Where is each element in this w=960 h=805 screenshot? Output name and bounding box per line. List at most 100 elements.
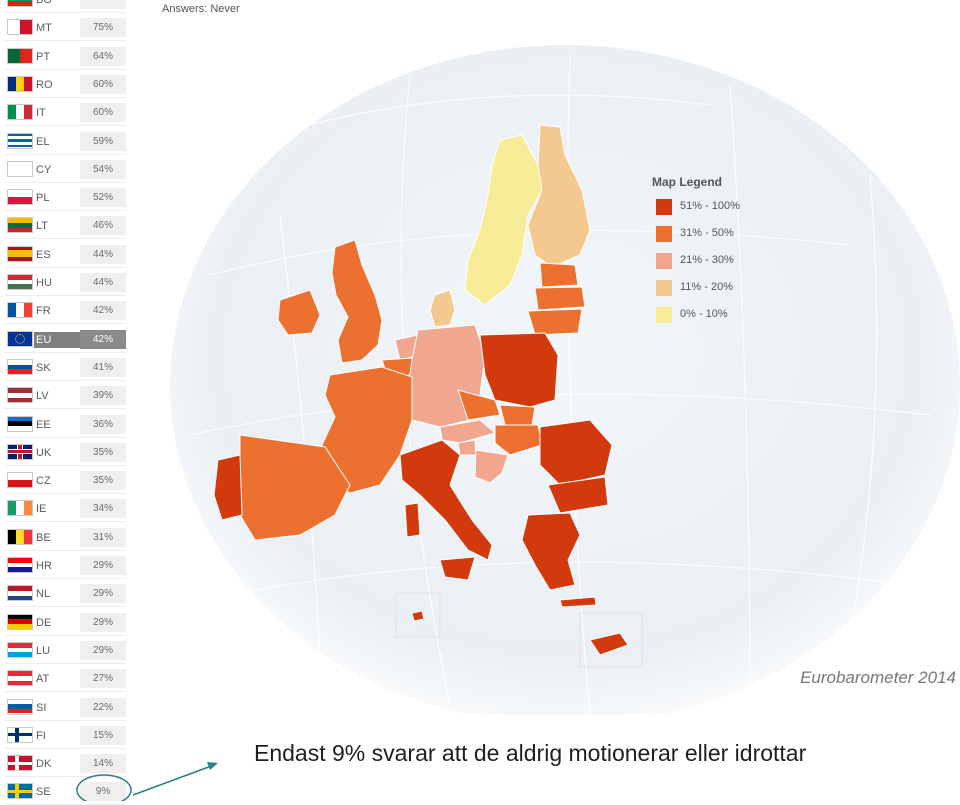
country-row-fr: FR 42%	[4, 297, 126, 321]
row-separator	[4, 323, 126, 325]
flag-icon-hr	[8, 558, 32, 572]
country-row-bg: BG	[4, 0, 126, 10]
country-row-pl: PL 52%	[4, 184, 126, 208]
country-value	[80, 0, 126, 9]
country-row-el: EL 59%	[4, 128, 126, 152]
country-shape-bg	[547, 476, 609, 514]
country-value: 29%	[80, 556, 126, 575]
country-shape-lv	[534, 286, 586, 311]
country-value: 9%	[80, 782, 126, 802]
flag-icon-eu	[8, 331, 32, 346]
legend-item: 0% - 10%	[652, 303, 772, 330]
row-separator	[4, 12, 126, 13]
row-separator	[4, 266, 126, 268]
country-row-fi: FI 15%	[4, 722, 126, 746]
se-highlight-ellipse	[76, 774, 132, 801]
row-separator	[4, 578, 126, 579]
country-code: PL	[36, 192, 50, 205]
malta-inset	[395, 592, 441, 638]
flag-icon-se	[8, 784, 32, 799]
country-shape-fr	[321, 366, 413, 494]
flag-icon-cy	[8, 161, 32, 176]
country-row-si: SI 22%	[4, 694, 126, 718]
answers-label: Answers:	[162, 3, 208, 15]
country-value: 27%	[80, 669, 126, 689]
legend-swatch	[656, 307, 672, 323]
row-separator	[4, 181, 126, 183]
country-shape-fi	[527, 124, 591, 268]
flag-icon-fr	[8, 303, 32, 318]
flag-icon-sk	[8, 359, 32, 374]
country-code: BG	[36, 0, 52, 6]
country-value: 54%	[80, 159, 126, 179]
country-shape-it	[399, 439, 493, 561]
country-value: 52%	[80, 188, 126, 208]
cyprus-inset	[579, 612, 643, 668]
country-code: NL	[36, 588, 51, 601]
flag-icon-uk	[8, 444, 32, 459]
flag-icon-ro	[8, 76, 32, 91]
country-row-sk: SK 41%	[4, 354, 126, 378]
flag-icon-cz	[8, 473, 32, 488]
country-shape-ro	[539, 419, 613, 486]
legend-title: Map Legend	[652, 175, 723, 189]
country-code: FR	[36, 305, 51, 318]
row-separator	[4, 719, 126, 721]
country-shape-cz	[457, 389, 501, 421]
country-shape-uk	[331, 239, 383, 364]
row-separator	[4, 96, 126, 98]
flag-icon-ie	[8, 501, 32, 516]
country-code: AT	[36, 673, 50, 686]
country-value: 41%	[80, 357, 126, 377]
country-row-pt: PT 64%	[4, 43, 126, 67]
country-value: 14%	[80, 754, 126, 774]
row-separator	[4, 521, 126, 523]
country-code: HR	[36, 560, 52, 572]
legend-label: 31% - 50%	[680, 227, 734, 239]
flag-icon-el	[8, 133, 32, 148]
country-value: 35%	[80, 442, 126, 462]
country-value: 44%	[80, 273, 126, 292]
country-code: DK	[36, 758, 52, 771]
flag-icon-nl	[8, 586, 32, 601]
country-shape-hr	[474, 449, 509, 484]
row-separator	[4, 408, 126, 410]
country-value: 64%	[80, 46, 126, 66]
country-shape-ee	[539, 262, 579, 288]
country-shape-hu	[494, 424, 543, 456]
country-row-es: ES 44%	[4, 241, 126, 265]
row-separator	[4, 351, 126, 353]
annotation-arrow	[132, 764, 215, 796]
country-code: FI	[36, 729, 46, 742]
country-code: ES	[36, 248, 51, 261]
country-shape-cy	[589, 632, 629, 656]
flag-icon-at	[8, 671, 32, 686]
flag-icon-pt	[8, 48, 32, 63]
country-row-cz: CZ 35%	[4, 467, 126, 491]
country-code: IT	[36, 107, 46, 120]
row-separator	[4, 68, 126, 70]
country-value: 36%	[80, 414, 126, 434]
country-code: EU	[34, 331, 80, 348]
row-separator	[4, 549, 126, 551]
flag-icon-bg	[8, 0, 32, 6]
legend-label: 21% - 30%	[680, 254, 734, 266]
country-code: EL	[36, 135, 50, 148]
legend-label: 11% - 20%	[680, 281, 733, 293]
country-row-be: BE 31%	[4, 524, 126, 548]
row-separator	[4, 210, 126, 212]
flag-icon-si	[8, 699, 32, 714]
country-code: BE	[36, 531, 51, 544]
country-value: 44%	[80, 244, 126, 264]
country-code: MT	[36, 22, 52, 35]
country-value: 75%	[80, 18, 126, 38]
row-separator	[4, 153, 126, 155]
country-shape-it-sicily	[439, 556, 476, 581]
legend-item: 21% - 30%	[652, 249, 772, 276]
legend-swatch	[656, 226, 672, 242]
country-row-ro: RO 60%	[4, 71, 126, 95]
country-shape-dk	[429, 289, 456, 328]
country-code: CY	[36, 163, 52, 176]
inset-boxes	[395, 592, 643, 668]
country-row-hr: HR 29%	[4, 552, 126, 576]
